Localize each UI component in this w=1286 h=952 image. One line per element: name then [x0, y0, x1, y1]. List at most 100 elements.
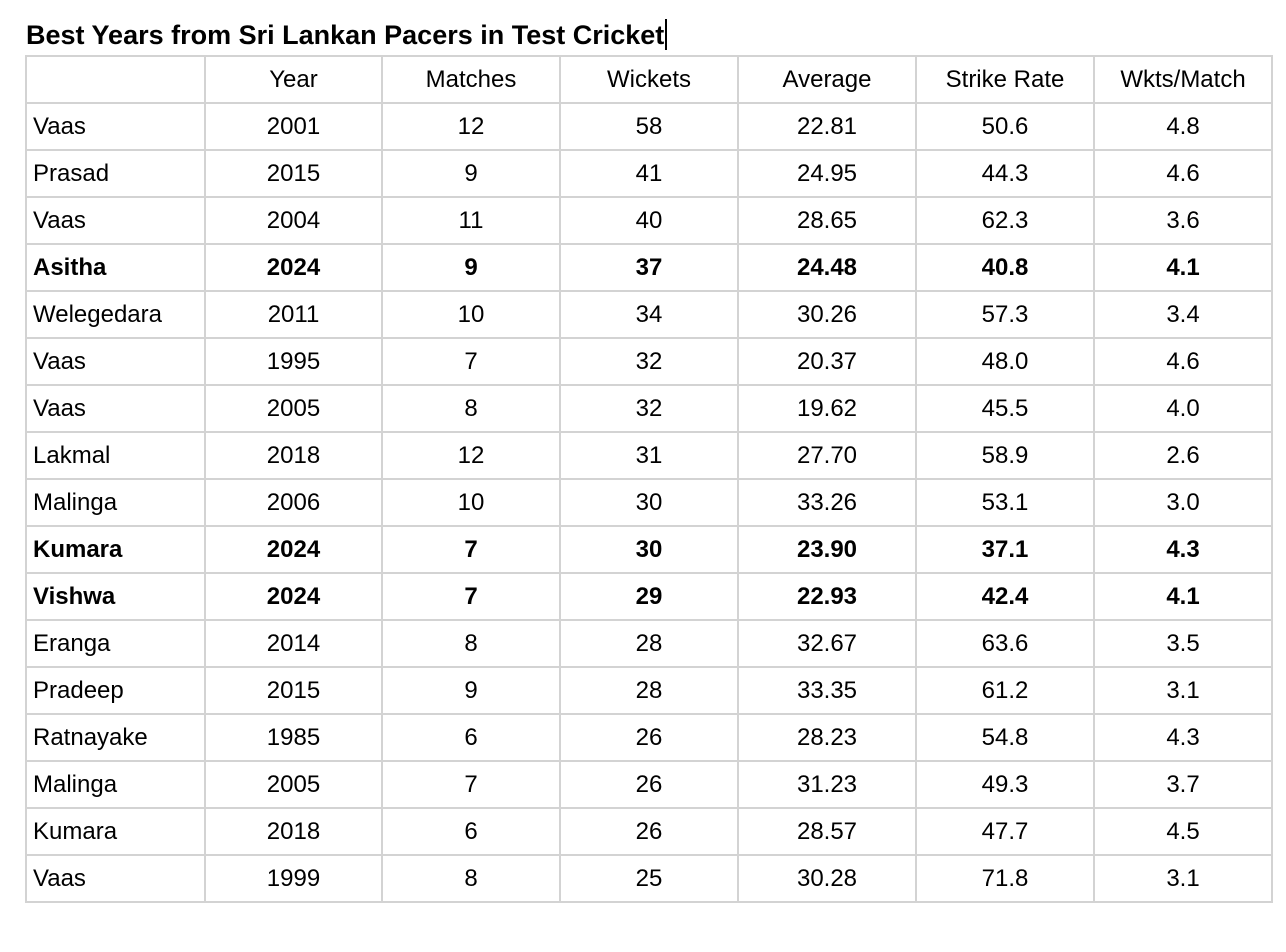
cell-average[interactable]: 19.62	[737, 384, 917, 433]
cell-matches[interactable]: 7	[381, 572, 561, 621]
cell-strike-rate[interactable]: 44.3	[915, 149, 1095, 198]
cell-wickets[interactable]: 28	[559, 619, 739, 668]
cell-year[interactable]: 2005	[204, 384, 383, 433]
cell-year[interactable]: 2006	[204, 478, 383, 527]
cell-bowler[interactable]: Welegedara	[25, 290, 206, 339]
cell-matches[interactable]: 6	[381, 713, 561, 762]
header-cell-bowler[interactable]	[25, 55, 206, 104]
cell-year[interactable]: 2015	[204, 666, 383, 715]
cell-wkts-per-match[interactable]: 4.5	[1093, 807, 1273, 856]
cell-matches[interactable]: 7	[381, 337, 561, 386]
cell-year[interactable]: 2024	[204, 572, 383, 621]
cell-wkts-per-match[interactable]: 3.5	[1093, 619, 1273, 668]
cell-year[interactable]: 2024	[204, 525, 383, 574]
cell-year[interactable]: 2018	[204, 431, 383, 480]
page-title[interactable]: Best Years from Sri Lankan Pacers in Tes…	[26, 15, 668, 55]
cell-wkts-per-match[interactable]: 3.1	[1093, 666, 1273, 715]
cell-wkts-per-match[interactable]: 4.6	[1093, 337, 1273, 386]
cell-year[interactable]: 1985	[204, 713, 383, 762]
cell-strike-rate[interactable]: 50.6	[915, 102, 1095, 151]
cell-bowler[interactable]: Vaas	[25, 337, 206, 386]
cell-wkts-per-match[interactable]: 3.6	[1093, 196, 1273, 245]
cell-strike-rate[interactable]: 61.2	[915, 666, 1095, 715]
cell-strike-rate[interactable]: 71.8	[915, 854, 1095, 903]
cell-bowler[interactable]: Ratnayake	[25, 713, 206, 762]
cell-strike-rate[interactable]: 45.5	[915, 384, 1095, 433]
cell-year[interactable]: 2024	[204, 243, 383, 292]
cell-average[interactable]: 24.48	[737, 243, 917, 292]
cell-matches[interactable]: 9	[381, 149, 561, 198]
header-cell-wkts-per-match[interactable]: Wkts/Match	[1093, 55, 1273, 104]
cell-matches[interactable]: 10	[381, 290, 561, 339]
cell-strike-rate[interactable]: 63.6	[915, 619, 1095, 668]
cell-bowler[interactable]: Vaas	[25, 196, 206, 245]
cell-bowler[interactable]: Pradeep	[25, 666, 206, 715]
cell-wickets[interactable]: 28	[559, 666, 739, 715]
cell-wickets[interactable]: 32	[559, 384, 739, 433]
cell-year[interactable]: 2014	[204, 619, 383, 668]
cell-strike-rate[interactable]: 48.0	[915, 337, 1095, 386]
cell-average[interactable]: 22.81	[737, 102, 917, 151]
cell-matches[interactable]: 9	[381, 666, 561, 715]
cell-wickets[interactable]: 30	[559, 525, 739, 574]
cell-wickets[interactable]: 34	[559, 290, 739, 339]
header-cell-average[interactable]: Average	[737, 55, 917, 104]
header-cell-matches[interactable]: Matches	[381, 55, 561, 104]
cell-matches[interactable]: 7	[381, 525, 561, 574]
cell-matches[interactable]: 10	[381, 478, 561, 527]
cell-average[interactable]: 30.26	[737, 290, 917, 339]
cell-bowler[interactable]: Vaas	[25, 102, 206, 151]
header-cell-strike-rate[interactable]: Strike Rate	[915, 55, 1095, 104]
cell-matches[interactable]: 12	[381, 431, 561, 480]
cell-wkts-per-match[interactable]: 4.0	[1093, 384, 1273, 433]
cell-wickets[interactable]: 58	[559, 102, 739, 151]
cell-wkts-per-match[interactable]: 3.1	[1093, 854, 1273, 903]
cell-wkts-per-match[interactable]: 3.4	[1093, 290, 1273, 339]
cell-strike-rate[interactable]: 58.9	[915, 431, 1095, 480]
cell-strike-rate[interactable]: 54.8	[915, 713, 1095, 762]
cell-matches[interactable]: 12	[381, 102, 561, 151]
cell-wickets[interactable]: 29	[559, 572, 739, 621]
cell-average[interactable]: 33.26	[737, 478, 917, 527]
cell-matches[interactable]: 8	[381, 854, 561, 903]
cell-average[interactable]: 23.90	[737, 525, 917, 574]
cell-average[interactable]: 28.23	[737, 713, 917, 762]
cell-bowler[interactable]: Eranga	[25, 619, 206, 668]
cell-average[interactable]: 22.93	[737, 572, 917, 621]
cell-wkts-per-match[interactable]: 4.3	[1093, 525, 1273, 574]
cell-wkts-per-match[interactable]: 4.1	[1093, 572, 1273, 621]
cell-wkts-per-match[interactable]: 4.1	[1093, 243, 1273, 292]
cell-bowler[interactable]: Vishwa	[25, 572, 206, 621]
cell-strike-rate[interactable]: 37.1	[915, 525, 1095, 574]
header-cell-wickets[interactable]: Wickets	[559, 55, 739, 104]
cell-wickets[interactable]: 26	[559, 807, 739, 856]
cell-wickets[interactable]: 40	[559, 196, 739, 245]
cell-wkts-per-match[interactable]: 3.7	[1093, 760, 1273, 809]
cell-wickets[interactable]: 30	[559, 478, 739, 527]
cell-bowler[interactable]: Kumara	[25, 807, 206, 856]
cell-bowler[interactable]: Lakmal	[25, 431, 206, 480]
cell-matches[interactable]: 7	[381, 760, 561, 809]
cell-year[interactable]: 2005	[204, 760, 383, 809]
cell-wickets[interactable]: 26	[559, 760, 739, 809]
cell-bowler[interactable]: Malinga	[25, 760, 206, 809]
cell-year[interactable]: 2018	[204, 807, 383, 856]
cell-matches[interactable]: 6	[381, 807, 561, 856]
cell-matches[interactable]: 8	[381, 384, 561, 433]
cell-year[interactable]: 1995	[204, 337, 383, 386]
cell-strike-rate[interactable]: 42.4	[915, 572, 1095, 621]
cell-wickets[interactable]: 32	[559, 337, 739, 386]
cell-matches[interactable]: 8	[381, 619, 561, 668]
cell-year[interactable]: 2015	[204, 149, 383, 198]
cell-average[interactable]: 24.95	[737, 149, 917, 198]
cell-strike-rate[interactable]: 49.3	[915, 760, 1095, 809]
cell-average[interactable]: 33.35	[737, 666, 917, 715]
cell-average[interactable]: 31.23	[737, 760, 917, 809]
cell-bowler[interactable]: Vaas	[25, 384, 206, 433]
cell-average[interactable]: 27.70	[737, 431, 917, 480]
cell-strike-rate[interactable]: 62.3	[915, 196, 1095, 245]
cell-average[interactable]: 32.67	[737, 619, 917, 668]
cell-year[interactable]: 2011	[204, 290, 383, 339]
cell-wkts-per-match[interactable]: 4.6	[1093, 149, 1273, 198]
cell-average[interactable]: 20.37	[737, 337, 917, 386]
